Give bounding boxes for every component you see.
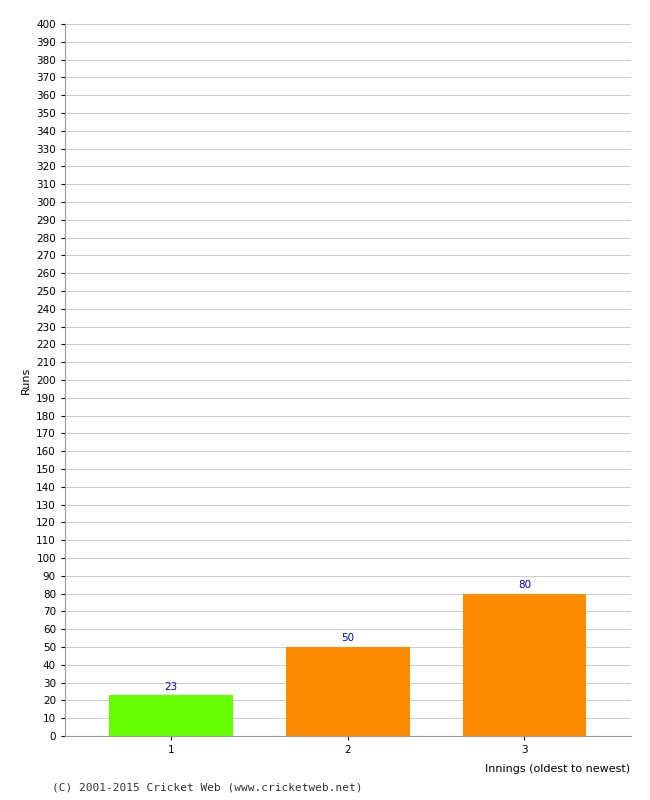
Text: 50: 50 — [341, 634, 354, 643]
Text: 80: 80 — [518, 580, 531, 590]
X-axis label: Innings (oldest to newest): Innings (oldest to newest) — [486, 765, 630, 774]
Text: 23: 23 — [164, 682, 177, 691]
Y-axis label: Runs: Runs — [21, 366, 31, 394]
Text: (C) 2001-2015 Cricket Web (www.cricketweb.net): (C) 2001-2015 Cricket Web (www.cricketwe… — [52, 782, 363, 792]
Bar — [463, 594, 586, 736]
Bar — [286, 647, 410, 736]
Bar — [109, 695, 233, 736]
